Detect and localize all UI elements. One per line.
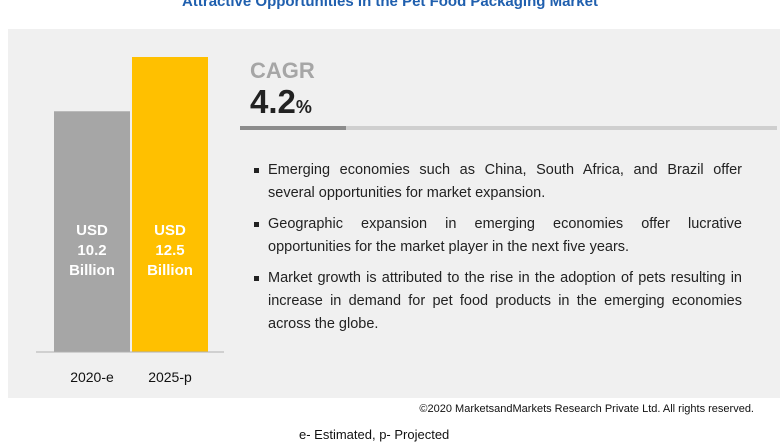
category-label: 2025-p <box>148 369 192 385</box>
bar-value-label: USD <box>154 222 186 239</box>
bar-2020-e <box>54 111 130 352</box>
category-label: 2020-e <box>70 369 114 385</box>
bar-value-label: Billion <box>147 262 193 279</box>
key-point-text: Market growth is attributed to the rise … <box>268 270 742 332</box>
key-point: Market growth is attributed to the rise … <box>254 267 742 336</box>
cagr-unit: % <box>295 97 312 117</box>
footnote: e- Estimated, p- Projected <box>299 427 450 442</box>
cagr-value-line: 4.2% <box>250 83 312 121</box>
key-point-text: Emerging economies such as China, South … <box>268 162 742 201</box>
key-points-list: Emerging economies such as China, South … <box>254 159 742 344</box>
key-point: Geographic expansion in emerging economi… <box>254 213 742 259</box>
bar-value-label: 10.2 <box>77 242 106 259</box>
bar-value-label: 12.5 <box>155 242 184 259</box>
bar-value-label: USD <box>76 222 108 239</box>
bullet-icon <box>254 168 259 173</box>
copyright-notice: ©2020 MarketsandMarkets Research Private… <box>419 403 754 415</box>
bullet-icon <box>254 222 259 227</box>
cagr-divider-accent <box>240 126 346 130</box>
chart-title: Attractive Opportunities in the Pet Food… <box>182 0 598 10</box>
key-point-text: Geographic expansion in emerging economi… <box>268 216 742 255</box>
bar-2025-p <box>132 57 208 352</box>
bar-value-label: Billion <box>69 262 115 279</box>
cagr-label: CAGR <box>250 58 315 83</box>
key-point: Emerging economies such as China, South … <box>254 159 742 205</box>
cagr-value: 4.2 <box>250 83 296 120</box>
cagr-divider <box>240 126 777 130</box>
bullet-icon <box>254 276 259 281</box>
